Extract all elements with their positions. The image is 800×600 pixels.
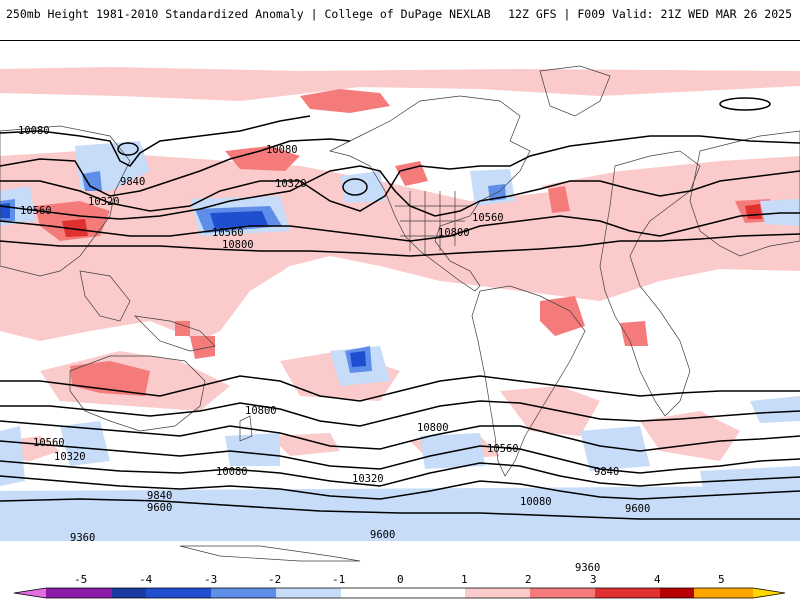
anomaly-map: 10080 9840 10320 10560 10800 10560 10080… [0,40,800,572]
colorbar-tick: -2 [268,573,281,586]
contour-label: 9600 [625,503,650,515]
header-bar: 250mb Height 1981-2010 Standardized Anom… [0,0,800,40]
contour-label: 9840 [120,176,145,188]
colorbar-segments [13,587,786,599]
negative-anomaly-fill-max [0,203,366,367]
contour-label: 10560 [33,437,65,449]
colorbar-arrow-left [14,588,46,598]
contour-label: 10800 [245,405,277,417]
map-canvas: 10080 9840 10320 10560 10800 10560 10080… [0,41,800,572]
colorbar-arrow-right [753,588,785,598]
contour-label: 10080 [266,144,298,156]
colorbar-tick: 0 [397,573,404,586]
colorbar: -5 -4 -3 -2 -1 0 1 2 3 4 5 [0,571,800,600]
colorbar-tick: 4 [654,573,661,586]
contour-label: 10560 [212,227,244,239]
contour-label: 10080 [18,125,50,137]
colorbar-ticks: -5 -4 -3 -2 -1 0 1 2 3 4 5 [74,573,725,586]
contour-label: 10320 [352,473,384,485]
height-contours [0,97,800,520]
map-title: 250mb Height 1981-2010 Standardized Anom… [6,7,491,21]
contour-label: 10800 [438,227,470,239]
colorbar-tick: 2 [525,573,532,586]
contour-label: 10800 [222,239,254,251]
colorbar-tick: -4 [139,573,153,586]
coastlines [0,65,800,562]
contour-label: 10320 [88,196,120,208]
colorbar-tick: -1 [332,573,345,586]
contour-label: 9600 [147,502,172,514]
contour-label: 10560 [472,212,504,224]
contour-label: 9840 [594,466,619,478]
contour-label: 10560 [487,443,519,455]
contour-labels: 10080 9840 10320 10560 10800 10560 10080… [18,125,650,572]
colorbar-tick: 5 [718,573,725,586]
contour-label: 10800 [417,422,449,434]
colorbar-tick: 1 [461,573,468,586]
contour-label: 10320 [54,451,86,463]
contour-label: 10080 [216,466,248,478]
contour-label: 10560 [20,205,52,217]
contour-label: 9840 [147,490,172,502]
contour-label: 10080 [520,496,552,508]
colorbar-tick: 3 [590,573,597,586]
contour-label: 10320 [275,178,307,190]
contour-label: 9600 [370,529,395,541]
model-run-info: 12Z GFS | F009 Valid: 21Z WED MAR 26 202… [508,7,792,21]
contour-label: 9360 [575,562,600,572]
colorbar-svg: -5 -4 -3 -2 -1 0 1 2 3 4 5 [13,573,786,599]
contour-label: 9360 [70,532,95,544]
colorbar-tick: -5 [74,573,87,586]
colorbar-tick: -3 [204,573,217,586]
